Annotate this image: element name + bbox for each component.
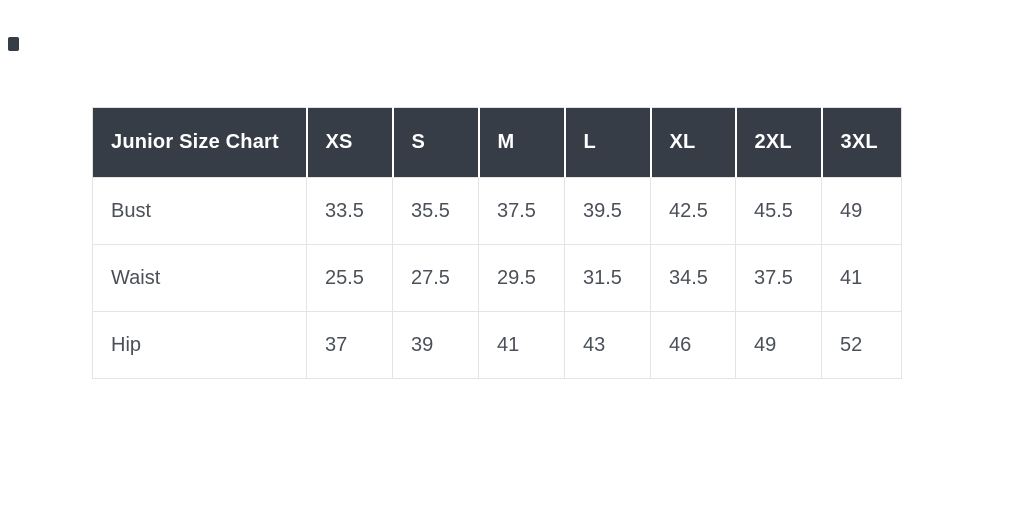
value-cell-hip-2xl: 49 xyxy=(735,311,822,379)
header-cell-title: Junior Size Chart xyxy=(92,107,308,178)
value-cell-waist-2xl: 37.5 xyxy=(735,244,822,312)
value-cell-hip-s: 39 xyxy=(392,311,479,379)
value-cell-bust-s: 35.5 xyxy=(392,177,479,245)
value-cell-hip-xs: 37 xyxy=(306,311,393,379)
header-cell-size-2xl: 2XL xyxy=(735,107,823,178)
value-cell-waist-xs: 25.5 xyxy=(306,244,393,312)
row-label-hip: Hip xyxy=(92,311,307,379)
value-cell-hip-l: 43 xyxy=(564,311,651,379)
value-cell-bust-2xl: 45.5 xyxy=(735,177,822,245)
table-row-hip: Hip 37 39 41 43 46 49 52 xyxy=(92,311,902,379)
size-chart-section: Junior Size Chart XS S M L XL 2XL 3XL Bu… xyxy=(92,107,902,379)
header-cell-size-s: S xyxy=(392,107,480,178)
row-label-bust: Bust xyxy=(92,177,307,245)
header-cell-size-3xl: 3XL xyxy=(821,107,902,178)
table-row-waist: Waist 25.5 27.5 29.5 31.5 34.5 37.5 41 xyxy=(92,244,902,312)
value-cell-waist-s: 27.5 xyxy=(392,244,479,312)
top-left-ui-fragment xyxy=(8,37,19,51)
value-cell-hip-m: 41 xyxy=(478,311,565,379)
value-cell-hip-xl: 46 xyxy=(650,311,736,379)
size-chart-table: Junior Size Chart XS S M L XL 2XL 3XL Bu… xyxy=(92,107,902,379)
header-cell-size-l: L xyxy=(564,107,652,178)
table-row-bust: Bust 33.5 35.5 37.5 39.5 42.5 45.5 49 xyxy=(92,177,902,245)
value-cell-waist-xl: 34.5 xyxy=(650,244,736,312)
value-cell-bust-m: 37.5 xyxy=(478,177,565,245)
value-cell-waist-l: 31.5 xyxy=(564,244,651,312)
value-cell-waist-3xl: 41 xyxy=(821,244,902,312)
value-cell-bust-3xl: 49 xyxy=(821,177,902,245)
header-cell-size-xl: XL xyxy=(650,107,737,178)
value-cell-bust-xl: 42.5 xyxy=(650,177,736,245)
value-cell-bust-xs: 33.5 xyxy=(306,177,393,245)
header-cell-size-xs: XS xyxy=(306,107,394,178)
value-cell-hip-3xl: 52 xyxy=(821,311,902,379)
header-cell-size-m: M xyxy=(478,107,566,178)
row-label-waist: Waist xyxy=(92,244,307,312)
value-cell-waist-m: 29.5 xyxy=(478,244,565,312)
value-cell-bust-l: 39.5 xyxy=(564,177,651,245)
size-chart-header-row: Junior Size Chart XS S M L XL 2XL 3XL xyxy=(92,107,902,178)
